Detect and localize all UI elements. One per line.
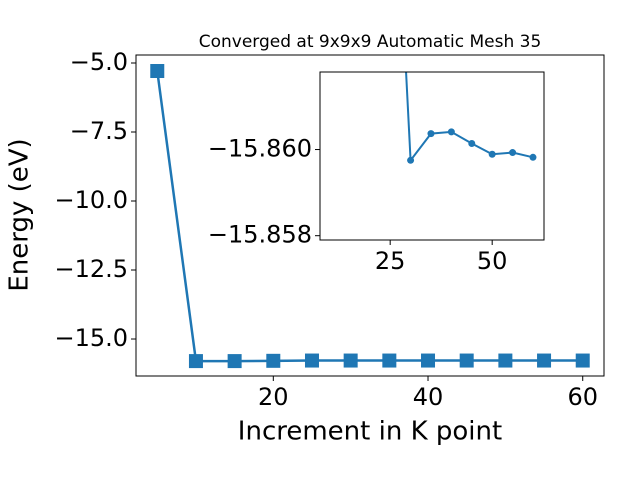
marker	[468, 140, 476, 148]
marker	[459, 353, 474, 368]
x-tick-label: 50	[477, 247, 508, 275]
y-tick-label: −10.0	[54, 186, 128, 214]
x-tick-label: 40	[413, 383, 444, 411]
x-tick-label: 20	[258, 383, 289, 411]
marker	[575, 353, 590, 368]
marker	[509, 149, 517, 157]
marker	[537, 353, 552, 368]
plot-area	[150, 64, 590, 369]
x-tick-label: 60	[567, 383, 598, 411]
x-axis-label: Increment in K point	[238, 417, 502, 447]
marker	[427, 130, 435, 138]
chart-title: Converged at 9x9x9 Automatic Mesh 35	[199, 32, 542, 52]
marker	[343, 353, 358, 368]
y-tick-label: −15.858	[208, 221, 312, 249]
axes-frame	[319, 71, 545, 241]
marker	[227, 354, 242, 369]
marker	[407, 156, 415, 164]
marker	[266, 353, 281, 368]
marker	[188, 354, 203, 369]
marker	[382, 353, 397, 368]
axes-background	[320, 72, 544, 240]
y-tick-label: −15.0	[54, 324, 128, 352]
plot-area	[405, 72, 537, 164]
marker	[529, 153, 537, 161]
axes-frame	[135, 54, 605, 377]
marker	[447, 128, 455, 136]
marker	[498, 353, 513, 368]
marker	[150, 64, 165, 79]
x-tick-label: 25	[375, 247, 406, 275]
y-tick-label: −7.5	[70, 117, 128, 145]
marker	[421, 353, 436, 368]
marker	[488, 150, 496, 158]
y-tick-label: −5.0	[70, 48, 128, 76]
y-tick-label: −15.860	[208, 135, 312, 163]
marker	[304, 353, 319, 368]
y-tick-label: −12.5	[54, 255, 128, 283]
y-axis-label: Energy (eV)	[5, 138, 35, 291]
